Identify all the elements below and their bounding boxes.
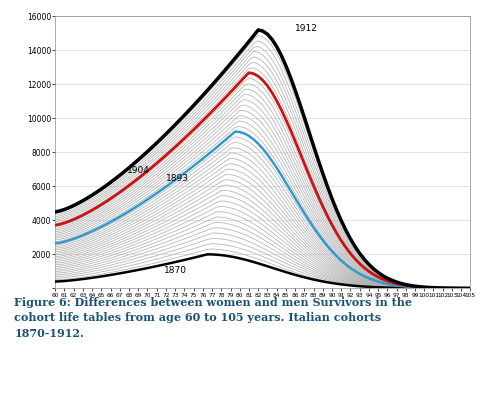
Text: 1912: 1912	[295, 24, 318, 33]
Text: 1904: 1904	[127, 166, 150, 175]
Text: 1893: 1893	[166, 174, 189, 183]
Text: Figure 6: Differences between women and men Survivors in the
cohort life tables : Figure 6: Differences between women and …	[14, 297, 412, 339]
Text: 1870: 1870	[164, 266, 187, 275]
